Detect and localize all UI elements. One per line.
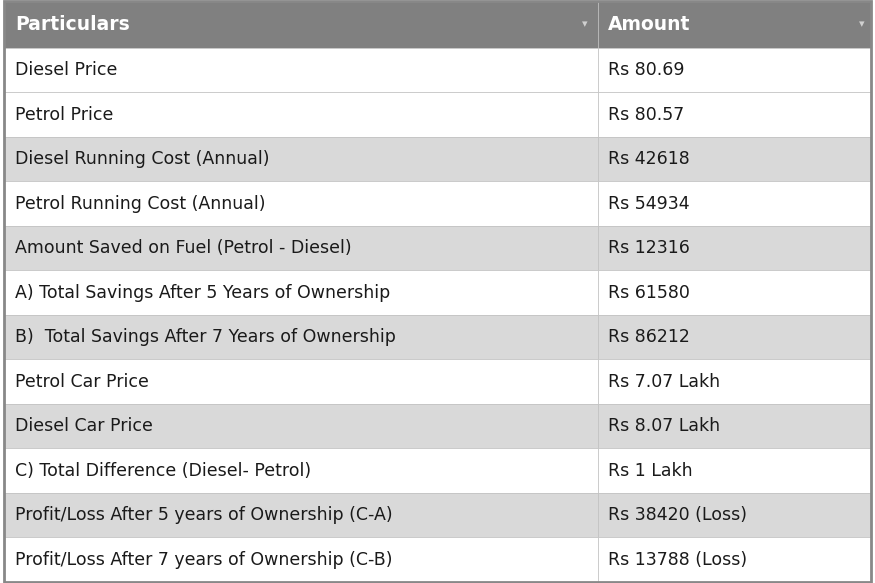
Text: Petrol Running Cost (Annual): Petrol Running Cost (Annual) [15, 195, 265, 213]
Text: Particulars: Particulars [15, 15, 130, 34]
Bar [598, 181, 871, 226]
Bar [4, 271, 598, 315]
Bar [598, 271, 871, 315]
Bar [598, 226, 871, 271]
Text: A) Total Savings After 5 Years of Ownership: A) Total Savings After 5 Years of Owners… [15, 283, 390, 301]
Text: ▾: ▾ [859, 19, 864, 30]
Text: Petrol Price: Petrol Price [15, 106, 113, 124]
Text: Rs 8.07 Lakh: Rs 8.07 Lakh [608, 417, 720, 435]
Bar [598, 315, 871, 359]
Text: Rs 80.69: Rs 80.69 [608, 61, 685, 79]
Bar [4, 181, 598, 226]
Bar [598, 538, 871, 582]
Text: Petrol Car Price: Petrol Car Price [15, 373, 149, 391]
Text: ▾: ▾ [582, 19, 587, 30]
Text: Diesel Car Price: Diesel Car Price [15, 417, 153, 435]
Bar [4, 92, 598, 137]
Text: C) Total Difference (Diesel- Petrol): C) Total Difference (Diesel- Petrol) [15, 462, 311, 480]
Bar [4, 448, 598, 493]
Bar [598, 493, 871, 538]
Text: Rs 7.07 Lakh: Rs 7.07 Lakh [608, 373, 720, 391]
Text: Rs 42618: Rs 42618 [608, 150, 690, 168]
Text: Diesel Price: Diesel Price [15, 61, 117, 79]
Text: Profit/Loss After 5 years of Ownership (C-A): Profit/Loss After 5 years of Ownership (… [15, 506, 393, 524]
Text: Amount Saved on Fuel (Petrol - Diesel): Amount Saved on Fuel (Petrol - Diesel) [15, 239, 352, 257]
Bar [598, 48, 871, 92]
Bar [4, 493, 598, 538]
Text: Rs 1 Lakh: Rs 1 Lakh [608, 462, 693, 480]
Bar [4, 226, 598, 271]
Bar [598, 92, 871, 137]
Bar [4, 404, 598, 448]
Text: Rs 13788 (Loss): Rs 13788 (Loss) [608, 550, 747, 568]
Text: Rs 54934: Rs 54934 [608, 195, 690, 213]
Bar [4, 359, 598, 404]
Text: Rs 12316: Rs 12316 [608, 239, 690, 257]
Text: B)  Total Savings After 7 Years of Ownership: B) Total Savings After 7 Years of Owners… [15, 328, 396, 346]
Bar [598, 359, 871, 404]
Text: Rs 86212: Rs 86212 [608, 328, 690, 346]
Text: Diesel Running Cost (Annual): Diesel Running Cost (Annual) [15, 150, 270, 168]
Bar [4, 137, 598, 181]
Bar [598, 448, 871, 493]
Text: Rs 80.57: Rs 80.57 [608, 106, 684, 124]
Text: Profit/Loss After 7 years of Ownership (C-B): Profit/Loss After 7 years of Ownership (… [15, 550, 392, 568]
Bar [4, 538, 598, 582]
Bar [4, 1, 598, 48]
Text: Rs 61580: Rs 61580 [608, 283, 690, 301]
Bar [4, 48, 598, 92]
Bar [598, 137, 871, 181]
Text: Amount: Amount [608, 15, 690, 34]
Bar [598, 1, 871, 48]
Bar [4, 315, 598, 359]
Text: Rs 38420 (Loss): Rs 38420 (Loss) [608, 506, 747, 524]
Bar [598, 404, 871, 448]
